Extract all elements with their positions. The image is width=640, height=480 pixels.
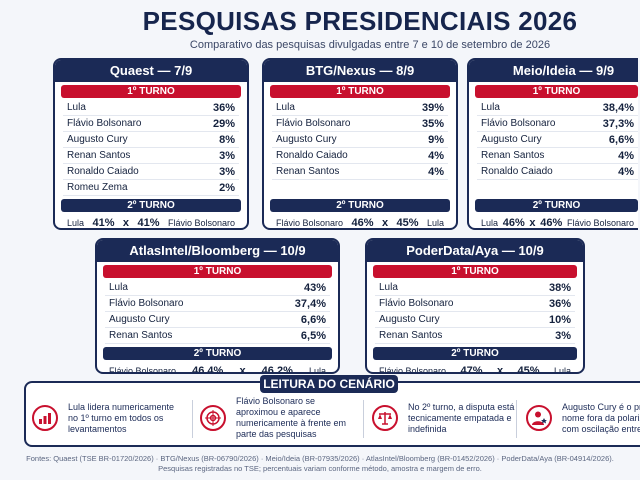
poll-card-btg-nexus: BTG/Nexus — 8/9 1º TURNO Lula 39% Flávio …: [262, 58, 458, 230]
first-turn-header: 1º TURNO: [270, 85, 450, 98]
divider: [192, 400, 193, 438]
poll-card-meio-ideia: Meio/Ideia — 9/9 1º TURNO Lula 38,4% Fláv…: [467, 58, 638, 230]
scales-icon: [372, 405, 398, 431]
candidate-row: Renan Santos 3%: [63, 148, 239, 164]
insight-augusto-cury: Augusto Cury é o principal nome fora da …: [526, 396, 640, 440]
candidate-row: Augusto Cury 6,6%: [105, 312, 330, 328]
page-subtitle: Comparativo das pesquisas divulgadas ent…: [189, 39, 551, 51]
candidate-row: Lula 39%: [272, 100, 448, 116]
target-icon: [200, 405, 226, 431]
candidate-row: Renan Santos 3%: [375, 328, 575, 344]
divider: [363, 400, 364, 438]
poll-card-quaest: Quaest — 7/9 1º TURNO Lula 36% Flávio Bol…: [53, 58, 249, 230]
candidate-row: Flávio Bolsonaro 37,3%: [477, 116, 638, 132]
insight-lula-leads: Lula lidera numericamente no 1º turno em…: [32, 396, 197, 440]
scenario-title: LEITURA DO CENÁRIO: [260, 375, 398, 393]
second-turn-row: Lula 41% x 41% Flávio Bolsonaro: [67, 217, 235, 229]
second-turn-row: Flávio Bolsonaro 46% x 45% Lula: [276, 217, 444, 229]
second-turn-header: 2º TURNO: [103, 347, 332, 360]
footer-sources: Fontes: Quaest (TSE BR-01720/2026) · BTG…: [26, 454, 614, 473]
first-turn-header: 1º TURNO: [61, 85, 241, 98]
poll-card-title: AtlasIntel/Bloomberg — 10/9: [97, 240, 338, 262]
candidate-row: Flávio Bolsonaro 29%: [63, 116, 239, 132]
first-turn-header: 1º TURNO: [475, 85, 638, 98]
candidate-row: Augusto Cury 8%: [63, 132, 239, 148]
insight-text: Flávio Bolsonaro se aproximou e aparece …: [236, 396, 347, 439]
bar-chart-icon: [32, 405, 58, 431]
person-star-icon: [526, 405, 552, 431]
second-turn-row: Flávio Bolsonaro 47% x 45% Lula: [379, 365, 571, 374]
candidate-row: Flávio Bolsonaro 36%: [375, 296, 575, 312]
second-turn-header: 2º TURNO: [61, 199, 241, 212]
poll-card-poderdata: PoderData/Aya — 10/9 1º TURNO Lula 38% Fl…: [365, 238, 585, 374]
insight-text: No 2º turno, a disputa está tecnicamente…: [408, 401, 515, 434]
candidate-row: Lula 43%: [105, 280, 330, 296]
candidate-row: Lula 38%: [375, 280, 575, 296]
first-turn-header: 1º TURNO: [373, 265, 577, 278]
second-turn-row: Lula 46% x 46% Flávio Bolsonaro: [481, 217, 634, 229]
first-turn-header: 1º TURNO: [103, 265, 332, 278]
poll-card-title: BTG/Nexus — 8/9: [264, 60, 456, 82]
candidate-row: Renan Santos 4%: [272, 164, 448, 180]
second-turn-header: 2º TURNO: [475, 199, 638, 212]
poll-card-atlasintel: AtlasIntel/Bloomberg — 10/9 1º TURNO Lul…: [95, 238, 340, 374]
page-title: PESQUISAS PRESIDENCIAIS 2026: [142, 6, 578, 36]
divider: [516, 400, 517, 438]
candidate-row: Ronaldo Caiado 4%: [477, 164, 638, 180]
insight-text: Augusto Cury é o principal nome fora da …: [562, 401, 640, 434]
candidate-row: Romeu Zema 2%: [63, 180, 239, 196]
second-turn-header: 2º TURNO: [270, 199, 450, 212]
insight-flavio-approaches: Flávio Bolsonaro se aproximou e aparece …: [200, 396, 370, 440]
second-turn-row: Flávio Bolsonaro 46,4% x 46,2% Lula: [109, 365, 326, 374]
poll-card-title: PoderData/Aya — 10/9: [367, 240, 583, 262]
insight-text: Lula lidera numericamente no 1º turno em…: [68, 401, 175, 434]
second-turn-header: 2º TURNO: [373, 347, 577, 360]
candidate-row: Ronaldo Caiado 4%: [272, 148, 448, 164]
candidate-row: Renan Santos 6,5%: [105, 328, 330, 344]
candidate-row: Renan Santos 4%: [477, 148, 638, 164]
candidate-row: Lula 36%: [63, 100, 239, 116]
candidate-row: Augusto Cury 6,6%: [477, 132, 638, 148]
candidate-row: Flávio Bolsonaro 37,4%: [105, 296, 330, 312]
insight-second-turn-tie: No 2º turno, a disputa está tecnicamente…: [372, 396, 522, 440]
candidate-row: Augusto Cury 9%: [272, 132, 448, 148]
poll-card-title: Meio/Ideia — 9/9: [469, 60, 638, 82]
candidate-row: Ronaldo Caiado 3%: [63, 164, 239, 180]
candidate-row: Flávio Bolsonaro 35%: [272, 116, 448, 132]
candidate-row: Lula 38,4%: [477, 100, 638, 116]
candidate-row: Augusto Cury 10%: [375, 312, 575, 328]
poll-card-title: Quaest — 7/9: [55, 60, 247, 82]
